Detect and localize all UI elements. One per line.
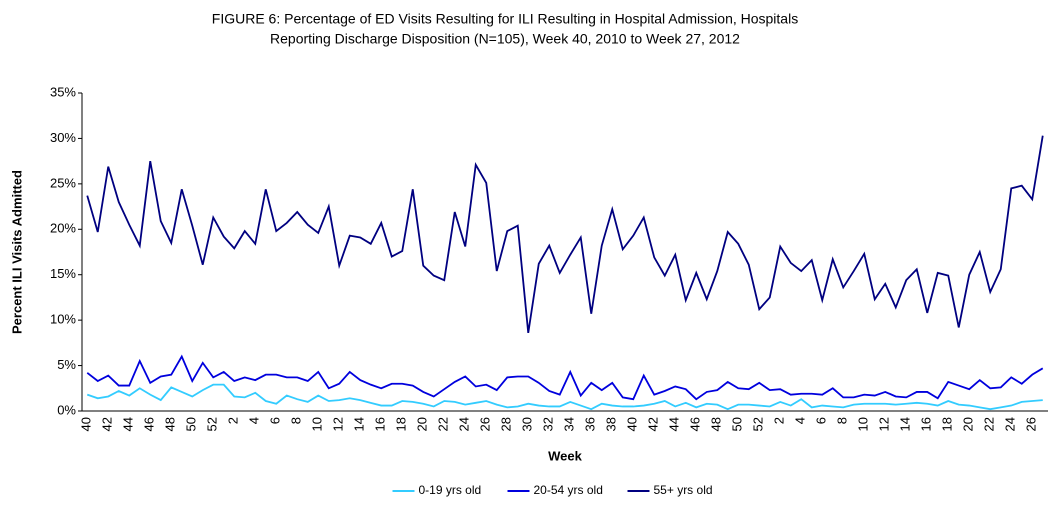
y-tick-label: 30% <box>50 130 76 145</box>
y-axis-title: Percent ILI Visits Admitted <box>9 170 24 334</box>
x-tick-label: 12 <box>331 417 346 431</box>
series-line <box>86 135 1044 333</box>
x-tick-label: 26 <box>1024 417 1039 431</box>
x-tick-label: 6 <box>814 417 829 424</box>
x-tick-label: 4 <box>793 417 808 424</box>
x-tick-label: 24 <box>1003 417 1018 431</box>
x-tick-label: 10 <box>310 417 325 431</box>
x-tick-label: 32 <box>541 417 556 431</box>
x-tick-label: 6 <box>268 417 283 424</box>
y-tick-label: 35% <box>50 84 76 99</box>
x-tick-label: 40 <box>79 417 94 431</box>
x-tick-label: 42 <box>646 417 661 431</box>
x-tick-label: 34 <box>562 417 577 431</box>
x-tick-label: 46 <box>142 417 157 431</box>
series-line <box>86 354 1044 401</box>
legend-label: 20-54 yrs old <box>534 483 603 497</box>
chart-title: Reporting Discharge Disposition (N=105),… <box>270 31 740 47</box>
x-tick-label: 20 <box>961 417 976 431</box>
x-tick-label: 16 <box>919 417 934 431</box>
x-tick-label: 8 <box>835 417 850 424</box>
y-tick-label: 0% <box>57 402 76 417</box>
x-tick-label: 24 <box>457 417 472 431</box>
x-tick-label: 22 <box>436 417 451 431</box>
x-tick-label: 48 <box>163 417 178 431</box>
x-tick-label: 48 <box>709 417 724 431</box>
x-tick-label: 14 <box>352 417 367 431</box>
x-tick-label: 2 <box>772 417 787 424</box>
series-line <box>86 383 1043 411</box>
x-tick-label: 46 <box>688 417 703 431</box>
x-tick-label: 26 <box>478 417 493 431</box>
y-tick-label: 25% <box>50 175 76 190</box>
x-tick-label: 36 <box>583 417 598 431</box>
x-tick-label: 28 <box>499 417 514 431</box>
chart-title: FIGURE 6: Percentage of ED Visits Result… <box>212 11 798 27</box>
x-tick-label: 10 <box>856 417 871 431</box>
y-tick-label: 20% <box>50 221 76 236</box>
legend-label: 55+ yrs old <box>654 483 713 497</box>
y-tick-label: 15% <box>50 266 76 281</box>
x-tick-label: 2 <box>226 417 241 424</box>
x-tick-label: 14 <box>898 417 913 431</box>
x-tick-label: 44 <box>121 417 136 431</box>
x-tick-label: 30 <box>520 417 535 431</box>
x-tick-label: 18 <box>940 417 955 431</box>
x-tick-label: 38 <box>604 417 619 431</box>
x-tick-label: 22 <box>982 417 997 431</box>
legend-label: 0-19 yrs old <box>419 483 482 497</box>
x-tick-label: 8 <box>289 417 304 424</box>
x-tick-label: 18 <box>394 417 409 431</box>
x-tick-label: 4 <box>247 417 262 424</box>
x-tick-label: 12 <box>877 417 892 431</box>
x-tick-label: 16 <box>373 417 388 431</box>
y-tick-label: 5% <box>57 357 76 372</box>
x-tick-label: 44 <box>667 417 682 431</box>
y-tick-label: 10% <box>50 312 76 327</box>
x-tick-label: 42 <box>100 417 115 431</box>
x-tick-label: 20 <box>415 417 430 431</box>
x-axis-title: Week <box>548 448 582 463</box>
x-tick-label: 50 <box>730 417 745 431</box>
x-tick-label: 40 <box>625 417 640 431</box>
x-tick-label: 50 <box>184 417 199 431</box>
x-tick-label: 52 <box>205 417 220 431</box>
x-tick-label: 52 <box>751 417 766 431</box>
